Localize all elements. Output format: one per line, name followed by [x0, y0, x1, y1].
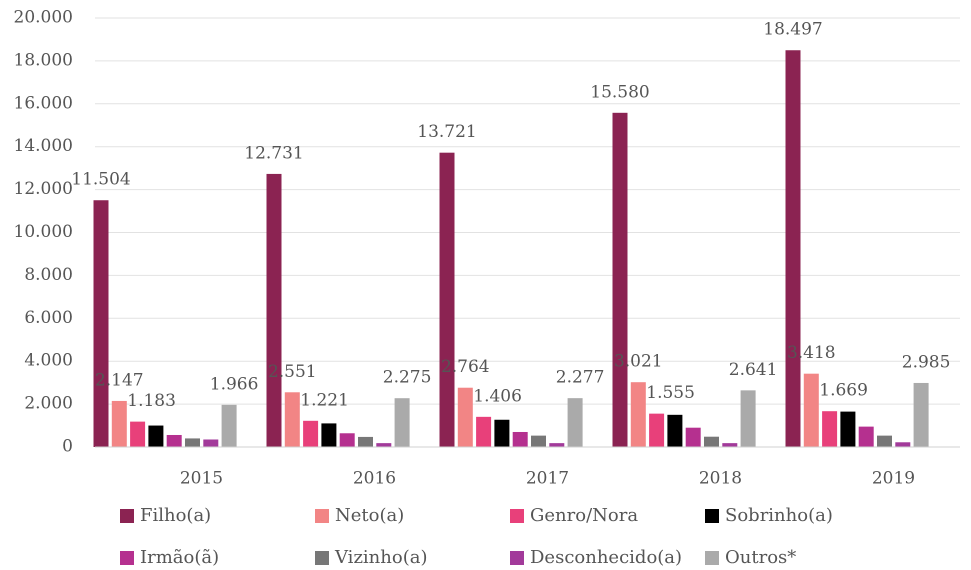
bar	[858, 426, 874, 447]
data-label: 1.221	[300, 390, 349, 410]
data-label: 2.277	[556, 368, 605, 388]
bar	[512, 431, 528, 447]
legend-swatch	[510, 551, 524, 565]
bar	[667, 414, 683, 447]
bar	[740, 390, 756, 447]
legend-swatch	[705, 509, 719, 523]
y-tick-label: 0	[62, 437, 73, 457]
bar	[567, 398, 583, 447]
y-tick-label: 18.000	[14, 50, 73, 70]
y-tick-label: 20.000	[14, 8, 73, 28]
y-tick-label: 2.000	[24, 394, 73, 414]
bar	[494, 419, 510, 447]
y-tick-label: 12.000	[14, 179, 73, 199]
bar	[722, 443, 738, 447]
legend-swatch	[315, 551, 329, 565]
data-label: 2.551	[268, 362, 317, 382]
bar	[822, 411, 838, 447]
data-label: 2.985	[902, 352, 951, 372]
legend-label: Outros*	[725, 547, 796, 568]
legend-swatch	[120, 509, 134, 523]
bar	[284, 392, 300, 447]
legend-label: Neto(a)	[335, 505, 404, 526]
legend-label: Irmão(ã)	[140, 547, 219, 568]
bar	[376, 443, 392, 447]
y-tick-label: 4.000	[24, 351, 73, 371]
y-tick-label: 6.000	[24, 308, 73, 328]
bar	[612, 112, 628, 448]
data-label: 2.764	[441, 357, 490, 377]
bar	[685, 427, 701, 447]
data-label: 12.731	[244, 143, 303, 163]
bar	[913, 382, 929, 447]
bar	[630, 382, 646, 447]
bar	[704, 436, 719, 447]
bar	[457, 387, 473, 447]
data-label: 13.721	[417, 122, 476, 142]
legend-label: Vizinho(a)	[334, 547, 427, 568]
bar	[130, 421, 146, 447]
data-label: 15.580	[590, 82, 649, 102]
bar	[877, 435, 892, 447]
data-label: 1.183	[127, 391, 176, 411]
bar	[93, 200, 109, 447]
bar	[303, 420, 319, 447]
bar	[339, 433, 355, 447]
y-tick-label: 14.000	[14, 136, 73, 156]
y-tick-label: 8.000	[24, 265, 73, 285]
bar	[111, 400, 127, 447]
data-label: 11.504	[71, 170, 130, 190]
data-label: 3.021	[614, 352, 663, 372]
data-label: 1.669	[819, 381, 868, 401]
legend-swatch	[120, 551, 134, 565]
bar	[266, 173, 282, 447]
bar	[221, 404, 237, 447]
bar	[166, 434, 182, 447]
x-tick-label: 2017	[526, 469, 569, 489]
bar	[549, 443, 565, 447]
x-tick-label: 2016	[353, 469, 396, 489]
bar	[185, 438, 200, 447]
legend-swatch	[315, 509, 329, 523]
data-label: 1.966	[210, 374, 259, 394]
bar	[531, 435, 546, 447]
x-tick-label: 2018	[699, 469, 742, 489]
y-tick-label: 16.000	[14, 93, 73, 113]
x-tick-label: 2015	[180, 469, 223, 489]
bar	[394, 398, 410, 447]
bar	[358, 436, 373, 447]
y-tick-label: 10.000	[14, 222, 73, 242]
bar	[439, 152, 455, 447]
bar	[649, 413, 665, 447]
bar	[203, 439, 219, 447]
legend-label: Genro/Nora	[530, 505, 638, 526]
bar	[803, 373, 819, 447]
bar	[148, 425, 164, 447]
bar	[476, 416, 492, 447]
data-label: 2.641	[729, 360, 778, 380]
data-label: 3.418	[787, 343, 836, 363]
bar	[785, 50, 801, 447]
legend-label: Filho(a)	[140, 505, 211, 526]
bar	[895, 442, 911, 447]
bar	[321, 423, 337, 447]
bar	[840, 411, 856, 447]
data-label: 2.147	[95, 370, 144, 390]
data-label: 18.497	[763, 20, 822, 40]
data-label: 1.406	[473, 386, 522, 406]
legend-label: Desconhecido(a)	[530, 547, 682, 568]
legend-label: Sobrinho(a)	[725, 505, 833, 526]
data-label: 1.555	[646, 383, 695, 403]
legend-swatch	[510, 509, 524, 523]
x-tick-label: 2019	[872, 469, 915, 489]
legend-swatch	[705, 551, 719, 565]
data-label: 2.275	[383, 368, 432, 388]
